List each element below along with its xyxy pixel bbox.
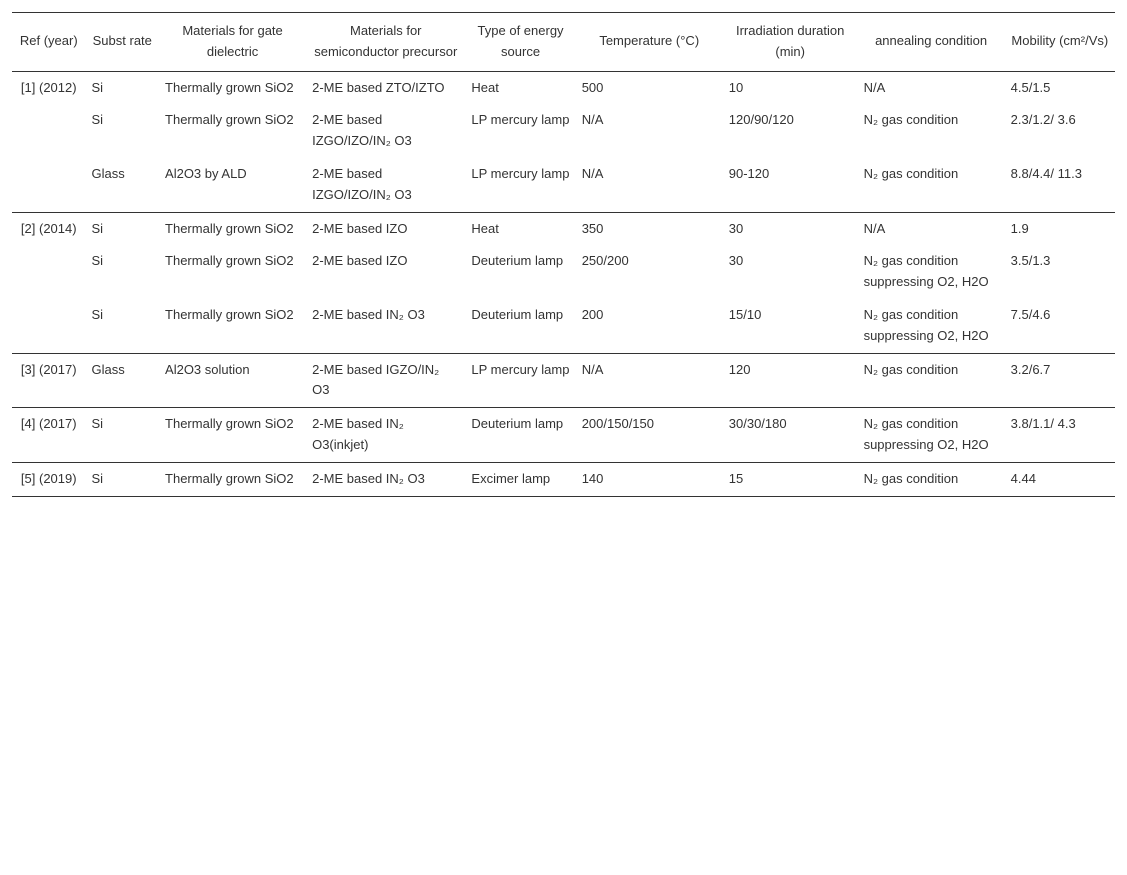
col-header-energy: Type of energy source bbox=[465, 13, 575, 72]
cell-gate: Al2O3 solution bbox=[159, 353, 306, 408]
cell-semi: 2-ME based IN₂ O3 bbox=[306, 462, 465, 496]
cell-ann: N/A bbox=[858, 212, 1005, 245]
cell-irr: 30 bbox=[723, 212, 858, 245]
cell-ann: N₂ gas condition bbox=[858, 353, 1005, 408]
cell-irr: 15/10 bbox=[723, 299, 858, 353]
col-header-ref: Ref (year) bbox=[12, 13, 86, 72]
cell-energy: Heat bbox=[465, 212, 575, 245]
cell-irr: 30 bbox=[723, 245, 858, 299]
table-row: [1] (2012)SiThermally grown SiO22-ME bas… bbox=[12, 71, 1115, 104]
cell-substrate: Si bbox=[86, 462, 160, 496]
col-header-semi: Materials for semiconductor precursor bbox=[306, 13, 465, 72]
cell-energy: LP mercury lamp bbox=[465, 104, 575, 158]
cell-ann: N₂ gas condition bbox=[858, 462, 1005, 496]
table-body: [1] (2012)SiThermally grown SiO22-ME bas… bbox=[12, 71, 1115, 496]
cell-ref: [1] (2012) bbox=[12, 71, 86, 212]
cell-substrate: Si bbox=[86, 212, 160, 245]
cell-energy: Deuterium lamp bbox=[465, 408, 575, 463]
table-header-row: Ref (year) Subst rate Materials for gate… bbox=[12, 13, 1115, 72]
cell-irr: 120/90/120 bbox=[723, 104, 858, 158]
cell-ann: N/A bbox=[858, 71, 1005, 104]
table-row: [4] (2017)SiThermally grown SiO22-ME bas… bbox=[12, 408, 1115, 463]
cell-irr: 120 bbox=[723, 353, 858, 408]
cell-semi: 2-ME based IZGO/IZO/IN₂ O3 bbox=[306, 104, 465, 158]
cell-gate: Al2O3 by ALD bbox=[159, 158, 306, 212]
cell-temp: 350 bbox=[576, 212, 723, 245]
col-header-irr: Irradiation duration (min) bbox=[723, 13, 858, 72]
cell-mob: 3.2/6.7 bbox=[1005, 353, 1115, 408]
cell-temp: 250/200 bbox=[576, 245, 723, 299]
cell-energy: LP mercury lamp bbox=[465, 353, 575, 408]
cell-mob: 4.5/1.5 bbox=[1005, 71, 1115, 104]
col-header-mob: Mobility (cm²/Vs) bbox=[1005, 13, 1115, 72]
cell-ref: [3] (2017) bbox=[12, 353, 86, 408]
cell-mob: 1.9 bbox=[1005, 212, 1115, 245]
cell-mob: 3.8/1.1/ 4.3 bbox=[1005, 408, 1115, 463]
materials-table: Ref (year) Subst rate Materials for gate… bbox=[12, 12, 1115, 497]
cell-ann: N₂ gas condition bbox=[858, 104, 1005, 158]
cell-irr: 90-120 bbox=[723, 158, 858, 212]
cell-irr: 15 bbox=[723, 462, 858, 496]
table-row: [5] (2019)SiThermally grown SiO22-ME bas… bbox=[12, 462, 1115, 496]
table-row: [3] (2017)GlassAl2O3 solution2-ME based … bbox=[12, 353, 1115, 408]
cell-mob: 4.44 bbox=[1005, 462, 1115, 496]
col-header-temp: Temperature (°C) bbox=[576, 13, 723, 72]
cell-mob: 3.5/1.3 bbox=[1005, 245, 1115, 299]
cell-gate: Thermally grown SiO2 bbox=[159, 71, 306, 104]
cell-ref: [4] (2017) bbox=[12, 408, 86, 463]
cell-gate: Thermally grown SiO2 bbox=[159, 104, 306, 158]
cell-energy: Deuterium lamp bbox=[465, 299, 575, 353]
cell-mob: 7.5/4.6 bbox=[1005, 299, 1115, 353]
cell-irr: 10 bbox=[723, 71, 858, 104]
cell-semi: 2-ME based IN₂ O3 bbox=[306, 299, 465, 353]
table-row: SiThermally grown SiO22-ME based IZGO/IZ… bbox=[12, 104, 1115, 158]
cell-substrate: Si bbox=[86, 71, 160, 104]
cell-substrate: Si bbox=[86, 245, 160, 299]
cell-temp: N/A bbox=[576, 158, 723, 212]
table-row: SiThermally grown SiO22-ME based IZODeut… bbox=[12, 245, 1115, 299]
cell-substrate: Glass bbox=[86, 158, 160, 212]
cell-mob: 8.8/4.4/ 11.3 bbox=[1005, 158, 1115, 212]
cell-energy: Heat bbox=[465, 71, 575, 104]
cell-substrate: Si bbox=[86, 104, 160, 158]
cell-gate: Thermally grown SiO2 bbox=[159, 245, 306, 299]
cell-temp: 200/150/150 bbox=[576, 408, 723, 463]
table-row: [2] (2014)SiThermally grown SiO22-ME bas… bbox=[12, 212, 1115, 245]
col-header-substrate: Subst rate bbox=[86, 13, 160, 72]
cell-substrate: Si bbox=[86, 299, 160, 353]
cell-ann: N₂ gas condition suppressing O2, H2O bbox=[858, 245, 1005, 299]
cell-semi: 2-ME based ZTO/IZTO bbox=[306, 71, 465, 104]
cell-temp: 200 bbox=[576, 299, 723, 353]
cell-ann: N₂ gas condition suppressing O2, H2O bbox=[858, 408, 1005, 463]
cell-ann: N₂ gas condition bbox=[858, 158, 1005, 212]
cell-energy: Excimer lamp bbox=[465, 462, 575, 496]
cell-temp: N/A bbox=[576, 104, 723, 158]
cell-semi: 2-ME based IZGO/IZO/IN₂ O3 bbox=[306, 158, 465, 212]
cell-semi: 2-ME based IZO bbox=[306, 212, 465, 245]
cell-semi: 2-ME based IN₂ O3(inkjet) bbox=[306, 408, 465, 463]
cell-semi: 2-ME based IGZO/IN₂ O3 bbox=[306, 353, 465, 408]
cell-temp: 140 bbox=[576, 462, 723, 496]
col-header-ann: annealing condition bbox=[858, 13, 1005, 72]
cell-semi: 2-ME based IZO bbox=[306, 245, 465, 299]
cell-temp: 500 bbox=[576, 71, 723, 104]
cell-ref: [5] (2019) bbox=[12, 462, 86, 496]
cell-gate: Thermally grown SiO2 bbox=[159, 462, 306, 496]
cell-energy: LP mercury lamp bbox=[465, 158, 575, 212]
cell-irr: 30/30/180 bbox=[723, 408, 858, 463]
cell-substrate: Si bbox=[86, 408, 160, 463]
col-header-gate: Materials for gate dielectric bbox=[159, 13, 306, 72]
cell-substrate: Glass bbox=[86, 353, 160, 408]
cell-gate: Thermally grown SiO2 bbox=[159, 212, 306, 245]
cell-temp: N/A bbox=[576, 353, 723, 408]
cell-energy: Deuterium lamp bbox=[465, 245, 575, 299]
cell-mob: 2.3/1.2/ 3.6 bbox=[1005, 104, 1115, 158]
table-row: GlassAl2O3 by ALD2-ME based IZGO/IZO/IN₂… bbox=[12, 158, 1115, 212]
cell-ref: [2] (2014) bbox=[12, 212, 86, 353]
table-row: SiThermally grown SiO22-ME based IN₂ O3D… bbox=[12, 299, 1115, 353]
cell-gate: Thermally grown SiO2 bbox=[159, 299, 306, 353]
cell-gate: Thermally grown SiO2 bbox=[159, 408, 306, 463]
cell-ann: N₂ gas condition suppressing O2, H2O bbox=[858, 299, 1005, 353]
